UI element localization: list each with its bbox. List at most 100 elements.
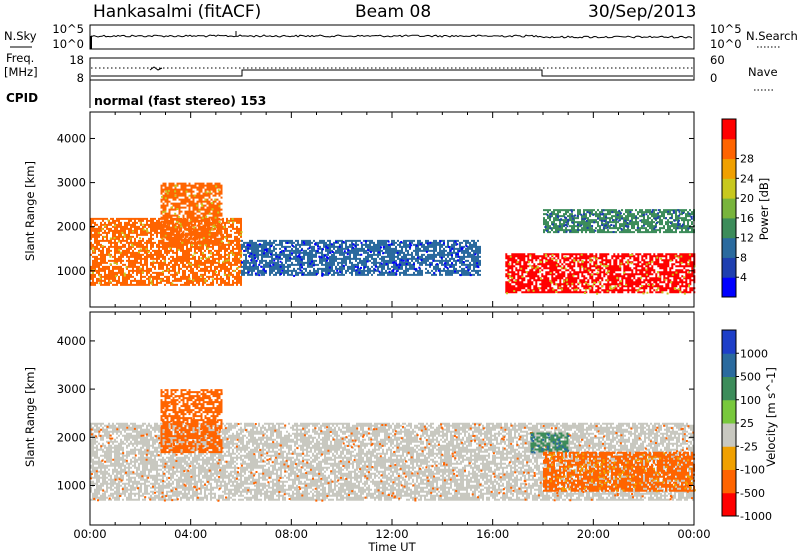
freq-panel-frame [89, 57, 695, 81]
freq-left-tick-top: 18 [69, 53, 84, 67]
vel-region-1 [160, 389, 223, 454]
power-colorbar-swatch [722, 217, 736, 239]
date-title: 30/Sep/2013 [588, 2, 696, 22]
power-colorbar-swatch [722, 277, 736, 298]
vel-colorbar-tick-label: 1000 [740, 347, 768, 360]
power-colorbar-label: Power [dB] [757, 178, 771, 241]
power-colorbar: 4 8 12 16 20 24 28 [721, 118, 754, 298]
noise-left-tick-top: 10^5 [52, 22, 84, 36]
power-colorbar-swatch [722, 257, 736, 278]
power-yticks: 1000 2000 3000 4000 [57, 131, 694, 278]
x-tick-label: 08:00 [275, 527, 308, 541]
power-ytick-label: 2000 [57, 220, 86, 234]
freq-trace [91, 69, 693, 77]
power-colorbar-swatch [722, 119, 736, 140]
power-ytick-label: 1000 [57, 264, 86, 278]
freq-right-tick-top: 60 [710, 53, 725, 67]
vel-colorbar-swatch [722, 330, 736, 354]
vel-ytick-label: 2000 [57, 430, 86, 444]
vel-region-1-detail [161, 390, 223, 451]
vel-colorbar-swatch [722, 423, 736, 447]
power-colorbar-tick-label: 28 [740, 153, 754, 166]
vel-colorbar-tick-label: -1000 [740, 510, 772, 523]
x-tick-label: 00:00 [73, 527, 106, 541]
station-title: Hankasalmi (fitACF) [93, 2, 261, 22]
vel-colorbar-tick-label: 100 [740, 394, 761, 407]
power-ytick-label: 3000 [57, 176, 86, 190]
x-axis-label: Time UT [367, 540, 416, 554]
power-region-2-detail [241, 240, 480, 277]
power-colorbar-swatch [722, 178, 736, 199]
power-ytick-label: 4000 [57, 131, 86, 145]
vel-region-2 [530, 432, 569, 453]
power-colorbar-tick-label: 12 [740, 232, 754, 245]
vel-ytick-label: 4000 [57, 334, 86, 348]
power-colorbar-tick-label: 24 [740, 172, 754, 185]
vel-ytick-label: 1000 [57, 478, 86, 492]
power-colorbar-tick-label: 16 [740, 212, 754, 225]
vel-region-2-detail [530, 433, 570, 454]
power-region-4-detail [544, 209, 695, 233]
vel-colorbar-swatch [722, 353, 736, 377]
x-tick-label: 16:00 [476, 527, 509, 541]
power-region-3-detail [506, 253, 696, 295]
power-colorbar-swatch [722, 138, 736, 160]
power-colorbar-swatch [722, 158, 736, 179]
vel-colorbar-tick-label: -100 [740, 464, 765, 477]
velocity-colorbar: 1000 500 100 25 -25 -100 -500 -1000 [721, 329, 772, 523]
vel-colorbar-tick-label: -500 [740, 487, 765, 500]
noise-right-tick-top: 10^5 [710, 22, 742, 36]
power-colorbar-tick-label: 4 [740, 271, 747, 284]
x-tick-labels: 00:00 04:00 08:00 12:00 16:00 20:00 00:00 [73, 527, 710, 541]
velocity-xticks [89, 312, 695, 525]
noise-trace [90, 31, 693, 49]
freq-panel: Freq. [MHz] Nave 18 8 60 0 [4, 51, 778, 91]
vel-colorbar-tick-label: -25 [740, 440, 758, 453]
noise-sky-label: N.Sky [4, 29, 37, 43]
vel-colorbar-swatch [722, 469, 736, 494]
vel-colorbar-tick-label: 25 [740, 417, 754, 430]
velocity-yticks: 1000 2000 3000 4000 [57, 334, 694, 492]
power-colorbar-tick-label: 8 [740, 251, 747, 264]
power-colorbar-frame [721, 118, 737, 298]
power-colorbar-tick-label: 20 [740, 192, 754, 205]
nave-label: Nave [748, 65, 778, 79]
freq-left-tick-bottom: 8 [77, 71, 84, 85]
x-tick-label: 12:00 [375, 527, 408, 541]
cpid-label: CPID [6, 91, 38, 105]
x-tick-label: 00:00 [677, 527, 710, 541]
vel-colorbar-swatch [722, 376, 736, 401]
noise-sky-trace [90, 34, 693, 39]
noise-left-tick-bottom: 10^0 [52, 37, 84, 51]
freq-label-line2: [MHz] [4, 65, 38, 79]
vel-region-3-detail [544, 452, 696, 493]
power-ylabel: Slant Range [km] [23, 161, 37, 261]
freq-right-tick-bottom: 0 [710, 71, 717, 85]
vel-colorbar-tick-label: 500 [740, 371, 761, 384]
cpid-panel: CPID normal (fast stereo) 153 [6, 80, 266, 108]
vel-colorbar-swatch [722, 399, 736, 424]
velocity-colorbar-label: Velocity [m s^-1] [764, 367, 778, 467]
power-panel: 1000 2000 3000 4000 Slant Range [km] 4 8 12 16… [23, 111, 771, 308]
vel-colorbar-swatch [722, 446, 736, 470]
power-data [90, 182, 696, 295]
power-region-1 [160, 182, 223, 245]
nave-blip [149, 66, 163, 71]
velocity-data [90, 389, 696, 502]
noise-panel: N.Sky N.Search 10^5 10^0 10^5 10^0 [4, 22, 798, 51]
noise-search-label: N.Search [746, 29, 798, 43]
cpid-text: normal (fast stereo) 153 [94, 93, 266, 108]
vel-colorbar-swatch [722, 492, 736, 517]
power-xticks [89, 112, 695, 307]
freq-label-line1: Freq. [6, 51, 34, 65]
vel-region-0 [90, 422, 694, 501]
power-region-3 [505, 253, 696, 294]
power-colorbar-swatch [722, 237, 736, 258]
x-tick-label: 04:00 [174, 527, 207, 541]
vel-ytick-label: 3000 [57, 382, 86, 396]
beam-title: Beam 08 [355, 2, 431, 22]
x-tick-label: 20:00 [577, 527, 610, 541]
power-colorbar-swatch [722, 198, 736, 219]
power-region-2 [241, 239, 481, 276]
